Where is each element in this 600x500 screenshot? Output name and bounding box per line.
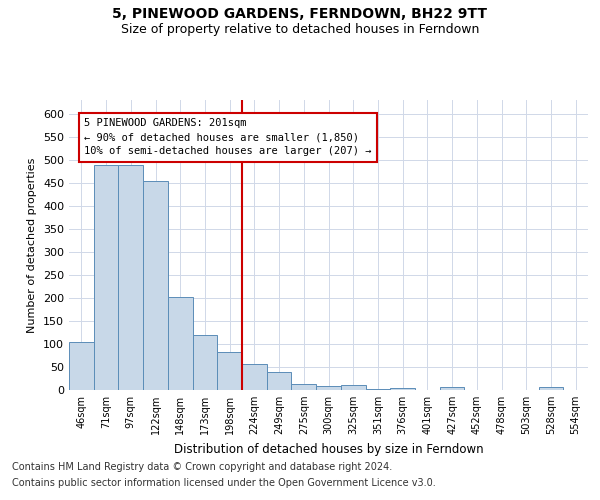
Bar	[390, 388, 415, 390]
Bar	[193, 335, 217, 390]
Bar	[365, 388, 390, 390]
Bar	[267, 372, 292, 390]
Bar	[316, 386, 341, 390]
Y-axis label: Number of detached properties: Number of detached properties	[28, 158, 37, 332]
Text: 5 PINEWOOD GARDENS: 201sqm
← 90% of detached houses are smaller (1,850)
10% of s: 5 PINEWOOD GARDENS: 201sqm ← 90% of deta…	[84, 118, 371, 156]
Bar	[118, 166, 143, 390]
Text: Distribution of detached houses by size in Ferndown: Distribution of detached houses by size …	[174, 442, 484, 456]
Bar	[168, 297, 193, 390]
Bar	[292, 384, 316, 390]
Bar	[242, 364, 267, 390]
Bar	[94, 166, 118, 390]
Bar	[217, 352, 242, 390]
Bar	[440, 387, 464, 390]
Bar	[69, 342, 94, 390]
Bar	[539, 387, 563, 390]
Text: Contains HM Land Registry data © Crown copyright and database right 2024.: Contains HM Land Registry data © Crown c…	[12, 462, 392, 472]
Text: Contains public sector information licensed under the Open Government Licence v3: Contains public sector information licen…	[12, 478, 436, 488]
Text: Size of property relative to detached houses in Ferndown: Size of property relative to detached ho…	[121, 22, 479, 36]
Text: 5, PINEWOOD GARDENS, FERNDOWN, BH22 9TT: 5, PINEWOOD GARDENS, FERNDOWN, BH22 9TT	[113, 8, 487, 22]
Bar	[143, 182, 168, 390]
Bar	[341, 386, 365, 390]
